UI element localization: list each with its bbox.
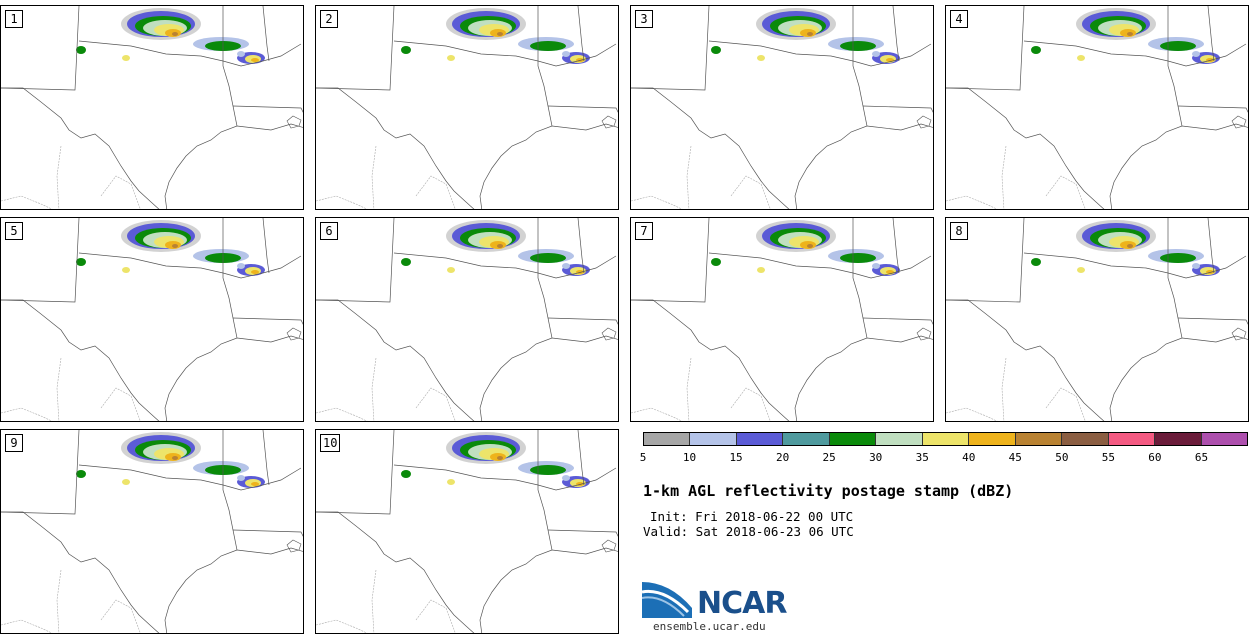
- reflectivity-map: [946, 218, 1248, 421]
- colorbar-segment: [644, 433, 691, 445]
- colorbar-segment: [1201, 433, 1248, 445]
- colorbar-tick-label: 35: [915, 451, 929, 464]
- member-number: 5: [5, 222, 23, 240]
- colorbar-tick-label: 50: [1055, 451, 1069, 464]
- member-number: 10: [320, 434, 341, 452]
- ensemble-member-panel: 8: [945, 217, 1249, 422]
- colorbar-tick-label: 10: [682, 451, 697, 464]
- colorbar-segment: [783, 433, 830, 445]
- colorbar-tick-label: 15: [729, 451, 743, 464]
- colorbar-ticks: 5 10 15 20 25 30 35 40 45 50 55 60 65: [639, 451, 1248, 465]
- ensemble-member-panel: 3: [630, 5, 934, 210]
- reflectivity-map: [631, 6, 933, 209]
- reflectivity-map: [1, 6, 303, 209]
- colorbar-tick-label: 65: [1194, 451, 1209, 464]
- colorbar-tick-label: 30: [869, 451, 883, 464]
- ensemble-url[interactable]: ensemble.ucar.edu: [653, 620, 766, 633]
- colorbar-segment: [690, 433, 737, 445]
- colorbar-segment: [1108, 433, 1156, 445]
- colorbar-tick-label: 40: [962, 451, 976, 464]
- ncar-logo-text: NCAR: [697, 586, 787, 621]
- ncar-logo-icon: [642, 582, 692, 618]
- colorbar-tick-label: 20: [775, 451, 790, 464]
- ensemble-member-panel: 6: [315, 217, 619, 422]
- ensemble-member-panel: 2: [315, 5, 619, 210]
- product-title: 1-km AGL reflectivity postage stamp (dBZ…: [643, 482, 1014, 500]
- colorbar-segment: [922, 433, 970, 445]
- colorbar-tick-label: 60: [1148, 451, 1162, 464]
- reflectivity-map: [1, 430, 303, 633]
- colorbar-tick-label: 5: [639, 451, 647, 464]
- colorbar-tick-label: 25: [822, 451, 836, 464]
- member-number: 1: [5, 10, 23, 28]
- member-number: 2: [320, 10, 338, 28]
- member-number: 4: [950, 10, 968, 28]
- reflectivity-map: [946, 6, 1248, 209]
- ensemble-member-panel: 1: [0, 5, 304, 210]
- member-number: 9: [5, 434, 23, 452]
- colorbar-segment: [969, 433, 1016, 445]
- member-number: 7: [635, 222, 653, 240]
- ensemble-member-panel: 9: [0, 429, 304, 634]
- ensemble-member-panel: 5: [0, 217, 304, 422]
- reflectivity-map: [316, 218, 618, 421]
- colorbar-tick-label: 55: [1101, 451, 1115, 464]
- member-number: 8: [950, 222, 968, 240]
- reflectivity-map: [316, 6, 618, 209]
- reflectivity-map: [1, 218, 303, 421]
- member-number: 6: [320, 222, 338, 240]
- reflectivity-map: [316, 430, 618, 633]
- colorbar-segment: [1155, 433, 1202, 445]
- reflectivity-colorbar: [643, 432, 1248, 446]
- colorbar-segment: [829, 433, 877, 445]
- colorbar-segment: [1015, 433, 1063, 445]
- colorbar-segment: [876, 433, 923, 445]
- colorbar-tick-label: 45: [1008, 451, 1022, 464]
- colorbar-segment: [736, 433, 784, 445]
- valid-time: Valid: Sat 2018-06-23 06 UTC: [643, 524, 854, 539]
- init-time: Init: Fri 2018-06-22 00 UTC: [650, 509, 854, 524]
- ensemble-member-panel: 4: [945, 5, 1249, 210]
- colorbar-segment: [1062, 433, 1109, 445]
- ensemble-member-panel: 7: [630, 217, 934, 422]
- reflectivity-map: [631, 218, 933, 421]
- member-number: 3: [635, 10, 653, 28]
- ensemble-member-panel: 10: [315, 429, 619, 634]
